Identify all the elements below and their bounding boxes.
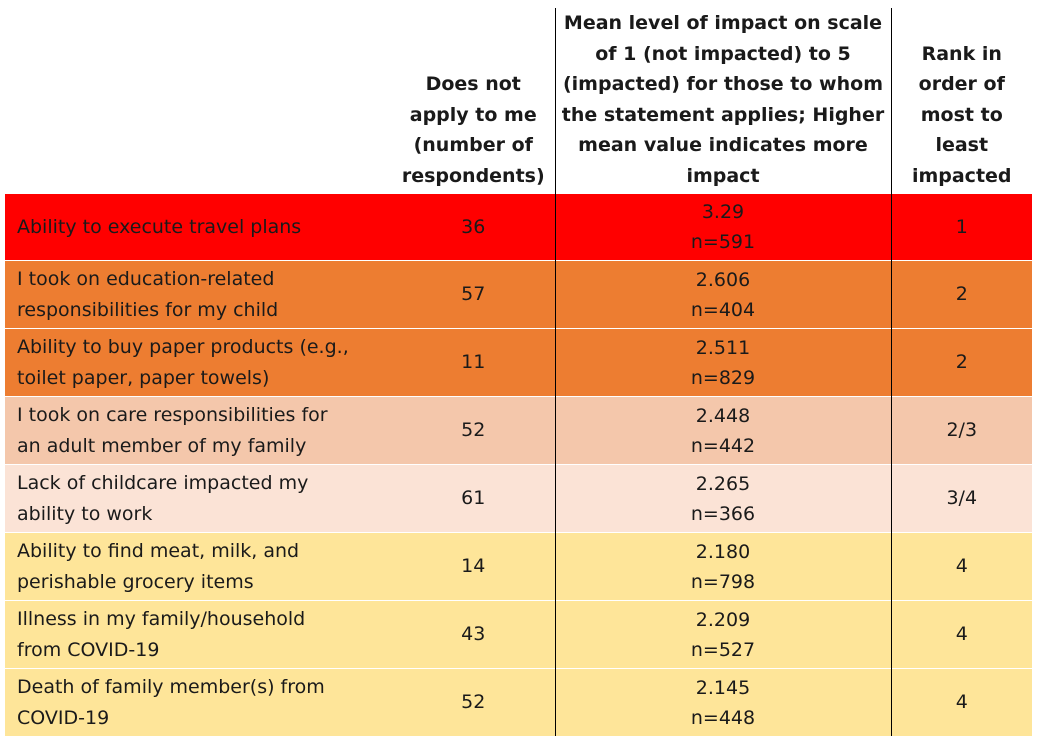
sample-size: n=404 <box>556 295 891 325</box>
does-not-apply-cell: 57 <box>392 261 555 329</box>
does-not-apply-cell: 43 <box>392 601 555 669</box>
mean-value: 2.180 <box>556 537 891 567</box>
header-line: respondents) <box>396 161 551 192</box>
mean-value: 2.209 <box>556 605 891 635</box>
header-statement <box>5 8 392 194</box>
header-line: least <box>896 130 1029 161</box>
does-not-apply-cell: 36 <box>392 194 555 261</box>
sample-size: n=448 <box>556 703 891 733</box>
statement-cell: Ability to execute travel plans <box>5 194 392 261</box>
rank-cell: 2 <box>891 261 1032 329</box>
statement-cell: Ability to buy paper products (e.g.,toil… <box>5 329 392 397</box>
header-line: Does not <box>396 69 551 100</box>
statement-line: toilet paper, paper towels) <box>17 363 388 394</box>
mean-value: 3.29 <box>556 197 891 227</box>
header-line: Mean level of impact on scale <box>560 8 887 39</box>
header-line: Rank in <box>896 39 1029 70</box>
mean-value: 2.145 <box>556 673 891 703</box>
header-line: of 1 (not impacted) to 5 <box>560 39 887 70</box>
statement-line: from COVID-19 <box>17 635 388 666</box>
rank-cell: 2/3 <box>891 397 1032 465</box>
header-line: impacted <box>896 161 1029 192</box>
header-mean-impact: Mean level of impact on scale of 1 (not … <box>555 8 891 194</box>
mean-value: 2.511 <box>556 333 891 363</box>
statement-line: I took on education-related <box>17 264 388 295</box>
statement-line: perishable grocery items <box>17 567 388 598</box>
does-not-apply-cell: 11 <box>392 329 555 397</box>
header-line: impact <box>560 161 887 192</box>
header-line: (number of <box>396 130 551 161</box>
rank-cell: 1 <box>891 194 1032 261</box>
header-line: most to <box>896 100 1029 131</box>
mean-value: 2.265 <box>556 469 891 499</box>
statement-line: responsibilities for my child <box>17 295 388 326</box>
rank-cell: 4 <box>891 601 1032 669</box>
sample-size: n=798 <box>556 567 891 597</box>
table-header: Does not apply to me (number of responde… <box>5 8 1032 194</box>
statement-line: I took on care responsibilities for <box>17 400 388 431</box>
statement-line: COVID-19 <box>17 703 388 734</box>
header-row: Does not apply to me (number of responde… <box>5 8 1032 194</box>
statement-line: Ability to buy paper products (e.g., <box>17 332 388 363</box>
impact-table: Does not apply to me (number of responde… <box>5 8 1032 736</box>
header-line: mean value indicates more <box>560 130 887 161</box>
table-row: Ability to buy paper products (e.g.,toil… <box>5 329 1032 397</box>
rank-cell: 4 <box>891 669 1032 736</box>
rank-cell: 3/4 <box>891 465 1032 533</box>
sample-size: n=829 <box>556 363 891 393</box>
rank-cell: 4 <box>891 533 1032 601</box>
mean-value: 2.448 <box>556 401 891 431</box>
rank-cell: 2 <box>891 329 1032 397</box>
header-line: apply to me <box>396 100 551 131</box>
header-rank: Rank in order of most to least impacted <box>891 8 1032 194</box>
statement-line: Ability to execute travel plans <box>17 212 388 243</box>
statement-line: Death of family member(s) from <box>17 672 388 703</box>
header-line: the statement applies; Higher <box>560 100 887 131</box>
sample-size: n=527 <box>556 635 891 665</box>
header-does-not-apply: Does not apply to me (number of responde… <box>392 8 555 194</box>
sample-size: n=591 <box>556 227 891 257</box>
statement-line: Illness in my family/household <box>17 604 388 635</box>
mean-value: 2.606 <box>556 265 891 295</box>
sample-size: n=366 <box>556 499 891 529</box>
header-line: (impacted) for those to whom <box>560 69 887 100</box>
does-not-apply-cell: 61 <box>392 465 555 533</box>
does-not-apply-cell: 52 <box>392 397 555 465</box>
does-not-apply-cell: 14 <box>392 533 555 601</box>
does-not-apply-cell: 52 <box>392 669 555 736</box>
header-line: order of <box>896 69 1029 100</box>
statement-line: ability to work <box>17 499 388 530</box>
statement-line: Ability to find meat, milk, and <box>17 536 388 567</box>
statement-line: an adult member of my family <box>17 431 388 462</box>
statement-line: Lack of childcare impacted my <box>17 468 388 499</box>
sample-size: n=442 <box>556 431 891 461</box>
